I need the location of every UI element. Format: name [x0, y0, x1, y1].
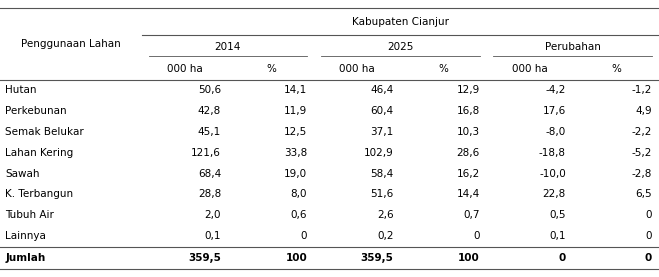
Text: %: % [438, 64, 448, 74]
Text: 2,0: 2,0 [204, 210, 221, 220]
Text: -2,2: -2,2 [632, 127, 652, 137]
Text: -18,8: -18,8 [539, 148, 566, 158]
Text: Perkebunan: Perkebunan [5, 106, 67, 116]
Text: -10,0: -10,0 [539, 168, 566, 178]
Text: -2,8: -2,8 [632, 168, 652, 178]
Text: 0,1: 0,1 [550, 231, 566, 241]
Text: %: % [611, 64, 621, 74]
Text: 0: 0 [559, 253, 566, 263]
Text: 19,0: 19,0 [284, 168, 307, 178]
Text: 28,8: 28,8 [198, 189, 221, 199]
Text: 359,5: 359,5 [188, 253, 221, 263]
Text: K. Terbangun: K. Terbangun [5, 189, 73, 199]
Text: 0,1: 0,1 [204, 231, 221, 241]
Text: 000 ha: 000 ha [167, 64, 203, 74]
Text: 0,2: 0,2 [377, 231, 393, 241]
Text: Lainnya: Lainnya [5, 231, 46, 241]
Text: 000 ha: 000 ha [339, 64, 375, 74]
Text: -5,2: -5,2 [632, 148, 652, 158]
Text: 42,8: 42,8 [198, 106, 221, 116]
Text: 0: 0 [646, 210, 652, 220]
Text: 2025: 2025 [387, 42, 414, 52]
Text: 68,4: 68,4 [198, 168, 221, 178]
Text: 10,3: 10,3 [457, 127, 480, 137]
Text: 6,5: 6,5 [635, 189, 652, 199]
Text: 100: 100 [458, 253, 480, 263]
Text: 16,2: 16,2 [457, 168, 480, 178]
Text: 50,6: 50,6 [198, 85, 221, 95]
Text: 121,6: 121,6 [191, 148, 221, 158]
Text: Kabupaten Cianjur: Kabupaten Cianjur [352, 17, 449, 27]
Text: 0,5: 0,5 [550, 210, 566, 220]
Text: Lahan Kering: Lahan Kering [5, 148, 74, 158]
Text: -1,2: -1,2 [632, 85, 652, 95]
Text: 14,1: 14,1 [284, 85, 307, 95]
Text: 0,7: 0,7 [463, 210, 480, 220]
Text: 58,4: 58,4 [370, 168, 393, 178]
Text: 359,5: 359,5 [360, 253, 393, 263]
Text: Hutan: Hutan [5, 85, 37, 95]
Text: 000 ha: 000 ha [512, 64, 548, 74]
Text: 100: 100 [285, 253, 307, 263]
Text: 2014: 2014 [215, 42, 241, 52]
Text: 2,6: 2,6 [377, 210, 393, 220]
Text: -4,2: -4,2 [546, 85, 566, 95]
Text: 33,8: 33,8 [284, 148, 307, 158]
Text: 4,9: 4,9 [635, 106, 652, 116]
Text: 22,8: 22,8 [542, 189, 566, 199]
Text: %: % [266, 64, 276, 74]
Text: 14,4: 14,4 [457, 189, 480, 199]
Text: 16,8: 16,8 [457, 106, 480, 116]
Text: 12,5: 12,5 [284, 127, 307, 137]
Text: 51,6: 51,6 [370, 189, 393, 199]
Text: 37,1: 37,1 [370, 127, 393, 137]
Text: 12,9: 12,9 [457, 85, 480, 95]
Text: 0: 0 [301, 231, 307, 241]
Text: 0: 0 [646, 231, 652, 241]
Text: 60,4: 60,4 [370, 106, 393, 116]
Text: -8,0: -8,0 [546, 127, 566, 137]
Text: 11,9: 11,9 [284, 106, 307, 116]
Text: 28,6: 28,6 [457, 148, 480, 158]
Text: Tubuh Air: Tubuh Air [5, 210, 54, 220]
Text: 46,4: 46,4 [370, 85, 393, 95]
Text: 0: 0 [473, 231, 480, 241]
Text: 45,1: 45,1 [198, 127, 221, 137]
Text: 0,6: 0,6 [291, 210, 307, 220]
Text: Perubahan: Perubahan [545, 42, 601, 52]
Text: Penggunaan Lahan: Penggunaan Lahan [21, 39, 121, 49]
Text: Sawah: Sawah [5, 168, 40, 178]
Text: Jumlah: Jumlah [5, 253, 45, 263]
Text: 8,0: 8,0 [291, 189, 307, 199]
Text: 0: 0 [645, 253, 652, 263]
Text: 17,6: 17,6 [542, 106, 566, 116]
Text: 102,9: 102,9 [364, 148, 393, 158]
Text: Semak Belukar: Semak Belukar [5, 127, 84, 137]
